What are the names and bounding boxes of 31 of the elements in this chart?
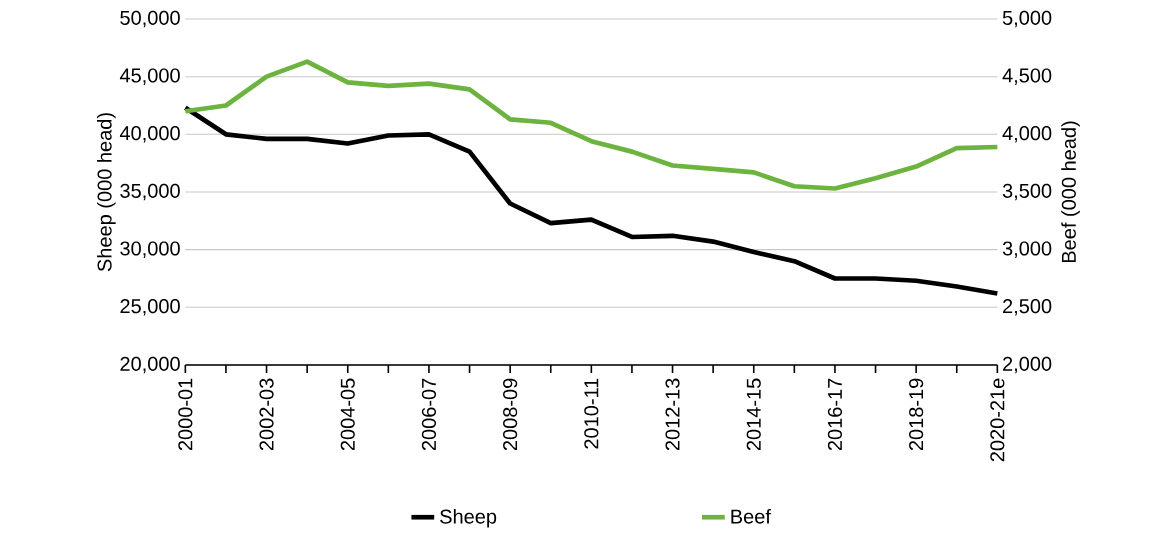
x-tick-label: 2000-01 bbox=[178, 378, 193, 451]
x-tick-label: 2014-15 bbox=[746, 378, 761, 451]
y2-tick-label: 2,500 bbox=[1003, 299, 1052, 316]
y-tick-label: 35,000 bbox=[120, 183, 180, 201]
x-tick-label: 2016-17 bbox=[827, 378, 843, 451]
y2-tick-label: 4,000 bbox=[1002, 126, 1052, 143]
legend-label: Sheep bbox=[440, 508, 497, 528]
x-tick-label: 2020-21e bbox=[990, 378, 1005, 462]
y-tick-label: 50,000 bbox=[120, 10, 180, 28]
y2-tick-label: 2,000 bbox=[1003, 356, 1052, 374]
y2-tick-label: 3,500 bbox=[1002, 183, 1052, 201]
x-tick-label: 2018-19 bbox=[909, 378, 924, 451]
y2-axis-title: Beef (000 head) bbox=[1061, 121, 1080, 263]
x-tick-label: 2004-05 bbox=[340, 378, 355, 451]
y2-tick-label: 5,000 bbox=[1002, 10, 1052, 28]
line-series bbox=[183, 59, 1000, 191]
x-tick-label: 2010-11 bbox=[584, 378, 599, 449]
y-tick-label: 20,000 bbox=[120, 356, 180, 374]
y-axis-title: Sheep (000 head) bbox=[97, 113, 116, 272]
x-tick-label: 2006-07 bbox=[421, 378, 437, 451]
x-tick-label: 2012-13 bbox=[665, 378, 680, 451]
x-tick-label: 2008-09 bbox=[503, 378, 518, 451]
legend-label: Beef bbox=[731, 508, 771, 524]
x-tick-label: 2002-03 bbox=[259, 378, 274, 451]
y-tick-label: 45,000 bbox=[119, 68, 180, 85]
y2-tick-label: 3,000 bbox=[1002, 241, 1052, 258]
y-tick-label: 25,000 bbox=[120, 299, 180, 316]
y-tick-label: 30,000 bbox=[120, 241, 180, 258]
y-tick-label: 40,000 bbox=[119, 126, 180, 143]
y2-tick-label: 4,500 bbox=[1002, 68, 1052, 85]
line-series bbox=[183, 105, 1000, 296]
